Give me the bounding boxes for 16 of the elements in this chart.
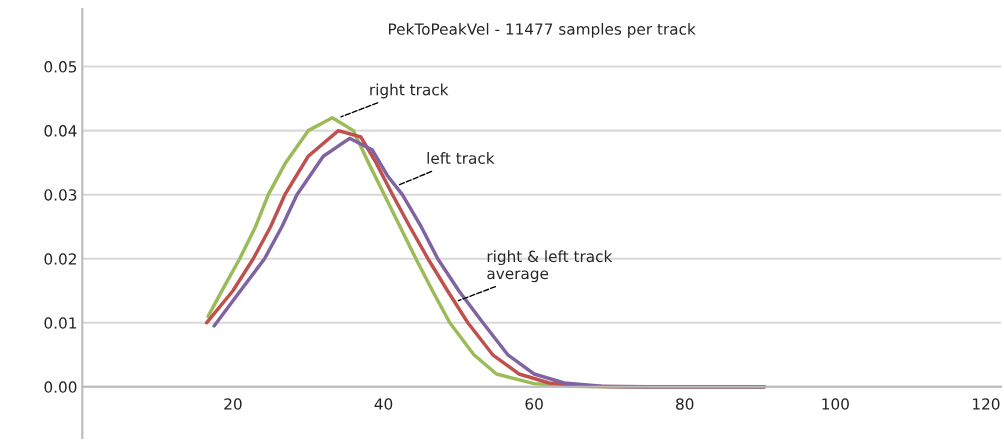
y-tick-label: 0.01 bbox=[44, 317, 77, 329]
annotation: right & left track average bbox=[487, 250, 613, 283]
annotation: right track bbox=[370, 83, 449, 99]
x-tick-label: 120 bbox=[973, 398, 1000, 410]
x-tick-label: 100 bbox=[822, 398, 849, 410]
y-tick-label: 0.00 bbox=[44, 381, 77, 393]
y-tick-label: 0.03 bbox=[44, 189, 77, 201]
x-tick-label: 60 bbox=[525, 398, 543, 410]
text: PekToPeakVel - 11477 samples per track bbox=[388, 23, 696, 38]
y-tick-label: 0.05 bbox=[44, 61, 77, 73]
x-tick-label: 20 bbox=[224, 398, 242, 410]
annotation: left track bbox=[427, 152, 495, 164]
x-tick-label: 80 bbox=[676, 398, 694, 410]
x-tick-label: 40 bbox=[374, 398, 393, 410]
y-tick-label: 0.04 bbox=[44, 125, 77, 137]
y-tick-label: 0.02 bbox=[44, 253, 76, 265]
